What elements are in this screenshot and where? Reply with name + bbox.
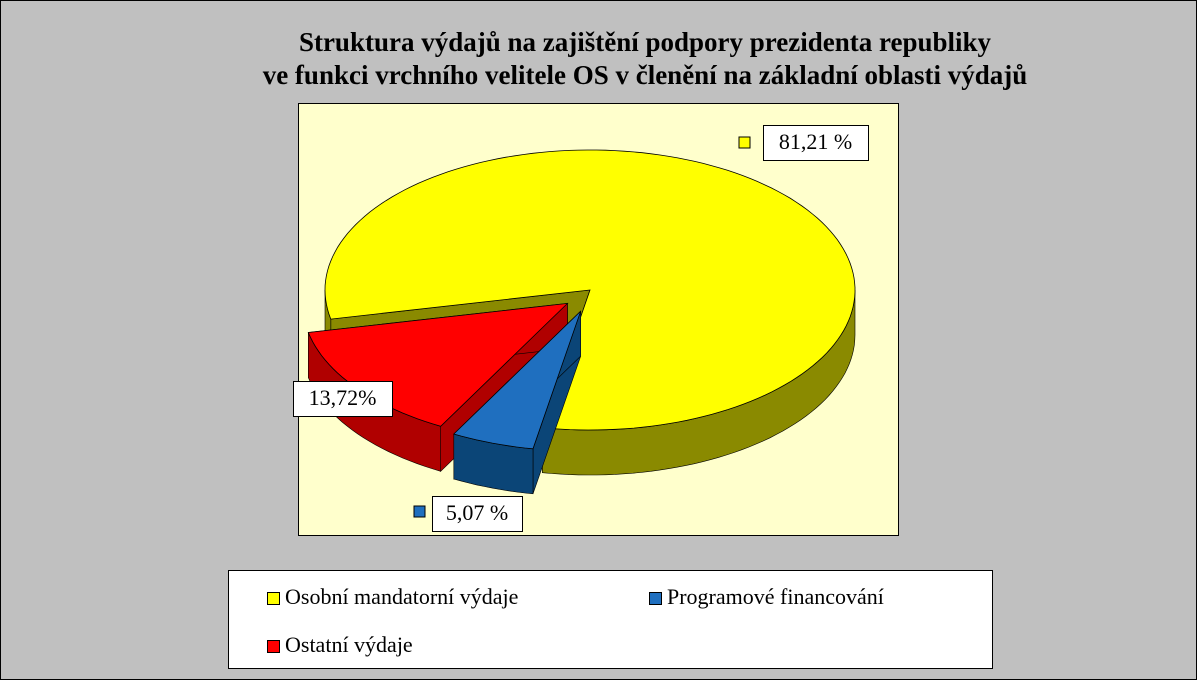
- label-key: [738, 136, 751, 149]
- legend: [228, 570, 993, 669]
- slice: [324, 149, 856, 431]
- legend-label: Programové financování: [667, 584, 884, 609]
- chart-title: Struktura výdajů na zajištění podpory pr…: [299, 27, 992, 57]
- slice: [453, 310, 582, 450]
- label-box: [763, 125, 869, 161]
- legend-label: Osobní mandatorní výdaje: [285, 584, 518, 609]
- label-box: [293, 381, 393, 417]
- data-label: 13,72%: [309, 385, 377, 410]
- data-label: 81,21 %: [779, 129, 852, 154]
- data-label: 5,07 %: [446, 500, 508, 525]
- legend-key: [267, 592, 280, 605]
- legend-key: [267, 640, 280, 653]
- label-box: [432, 496, 523, 532]
- label-key: [413, 505, 426, 518]
- legend-key: [649, 592, 662, 605]
- chart-title: ve funkci vrchního velitele OS v členění…: [263, 60, 1028, 90]
- legend-label: Ostatní výdaje: [285, 632, 413, 657]
